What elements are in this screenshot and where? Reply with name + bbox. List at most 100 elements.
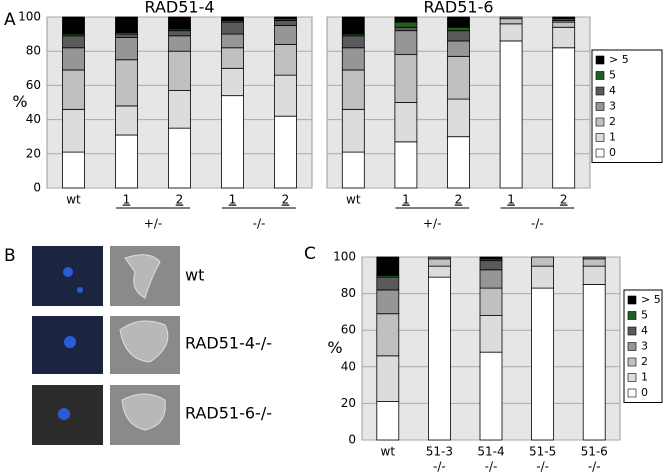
bar-segment	[115, 37, 138, 61]
bar-segment	[447, 30, 470, 42]
bar-segment	[62, 108, 85, 153]
x-tick-label: 51-4	[477, 445, 504, 459]
legend-swatch	[595, 133, 605, 142]
bar-segment	[427, 265, 451, 278]
x-sublabel: -/-	[433, 460, 446, 474]
legend-label: 2	[609, 115, 616, 128]
y-tick-label: 20	[26, 146, 41, 160]
bar-segment	[115, 59, 138, 107]
bar-segment	[479, 287, 503, 316]
bar-segment	[168, 90, 191, 129]
chart-title: RAD51-4	[144, 0, 214, 17]
x-sublabel: -/-	[536, 460, 549, 474]
bar-segment	[221, 16, 244, 21]
bar-segment	[394, 30, 418, 56]
bar-segment	[479, 315, 503, 353]
bar-segment	[221, 95, 244, 189]
bar-segment	[394, 21, 418, 28]
bar-segment	[221, 67, 244, 97]
bar-segment	[447, 16, 470, 28]
y-tick-label: 100	[333, 250, 356, 264]
x-sublabel: -/-	[485, 460, 498, 474]
bar-segment	[221, 33, 244, 49]
x-tick-label: 51-5	[529, 445, 556, 459]
bar-segment	[274, 115, 297, 189]
legend-swatch	[627, 342, 637, 351]
bar-segment	[168, 30, 191, 37]
y-tick-label: 0	[33, 181, 41, 195]
bar-segment	[168, 35, 191, 52]
bar-segment	[376, 313, 400, 357]
cell	[119, 320, 169, 363]
bar-segment	[376, 276, 400, 291]
legend-swatch	[595, 117, 605, 127]
y-tick-label: 0	[348, 433, 356, 447]
legend-label: 1	[609, 131, 616, 144]
bar-segment	[427, 258, 451, 267]
cell	[121, 393, 166, 431]
group-label: -/-	[531, 217, 544, 231]
nucleus	[77, 287, 83, 293]
bar-segment	[168, 127, 191, 189]
bar-segment	[394, 102, 418, 143]
bar-segment	[274, 16, 297, 20]
panel-letter: A	[4, 10, 16, 30]
bar-segment	[376, 355, 400, 402]
bar-segment	[479, 256, 503, 260]
bar-segment	[62, 69, 85, 110]
bar-segment	[221, 21, 244, 35]
group-label: +/-	[423, 217, 441, 231]
y-tick-label: 40	[26, 112, 41, 126]
bar-segment	[447, 26, 470, 32]
bar-segment	[341, 16, 365, 35]
x-tick-label: 51-6	[581, 445, 608, 459]
x-tick-label: wt	[346, 193, 361, 207]
bar-segment	[115, 16, 138, 33]
image-label: wt	[185, 266, 204, 285]
y-tick-label: 60	[26, 78, 41, 92]
cell	[124, 254, 161, 299]
bar-segment	[274, 25, 297, 45]
legend-swatch	[627, 357, 637, 367]
bar-segment	[552, 26, 576, 49]
legend-swatch	[595, 148, 605, 158]
x-tick-label: 1	[507, 193, 515, 207]
bar-segment	[427, 276, 451, 441]
bar-segment	[376, 289, 400, 315]
bar-segment	[531, 265, 554, 289]
bar-segment	[447, 136, 470, 189]
legend-label: 0	[609, 146, 616, 159]
bar-segment	[274, 43, 297, 76]
panel-letter: B	[4, 246, 16, 266]
nucleus	[58, 408, 70, 420]
bar-segment	[168, 16, 191, 30]
x-tick-label: 2	[282, 193, 290, 207]
y-tick-label: 80	[341, 286, 356, 300]
x-tick-label: wt	[66, 193, 81, 207]
bar-segment	[274, 20, 297, 26]
bar-segment	[341, 108, 365, 153]
y-tick-label: 20	[341, 396, 356, 410]
legend-label: 4	[609, 84, 616, 97]
bar-segment	[115, 33, 138, 38]
legend-label: 2	[641, 355, 648, 368]
bar-segment	[341, 151, 365, 189]
legend-swatch	[627, 295, 637, 305]
bar-segment	[115, 134, 138, 189]
group-label: -/-	[253, 217, 266, 231]
panel-letter: C	[304, 244, 316, 264]
image-label: RAD51-6-/-	[185, 404, 272, 423]
bar-segment	[115, 105, 138, 136]
bar-segment	[552, 47, 576, 189]
x-tick-label: 1	[229, 193, 237, 207]
legend-swatch	[627, 373, 637, 382]
legend-label: > 5	[641, 293, 661, 306]
y-tick-label: 40	[341, 359, 356, 373]
bar-segment	[447, 55, 470, 100]
y-tick-label: 80	[26, 44, 41, 58]
bar-segment	[62, 151, 85, 189]
bar-segment	[341, 47, 365, 71]
x-tick-label: 2	[455, 193, 463, 207]
legend-label: 3	[609, 100, 616, 113]
